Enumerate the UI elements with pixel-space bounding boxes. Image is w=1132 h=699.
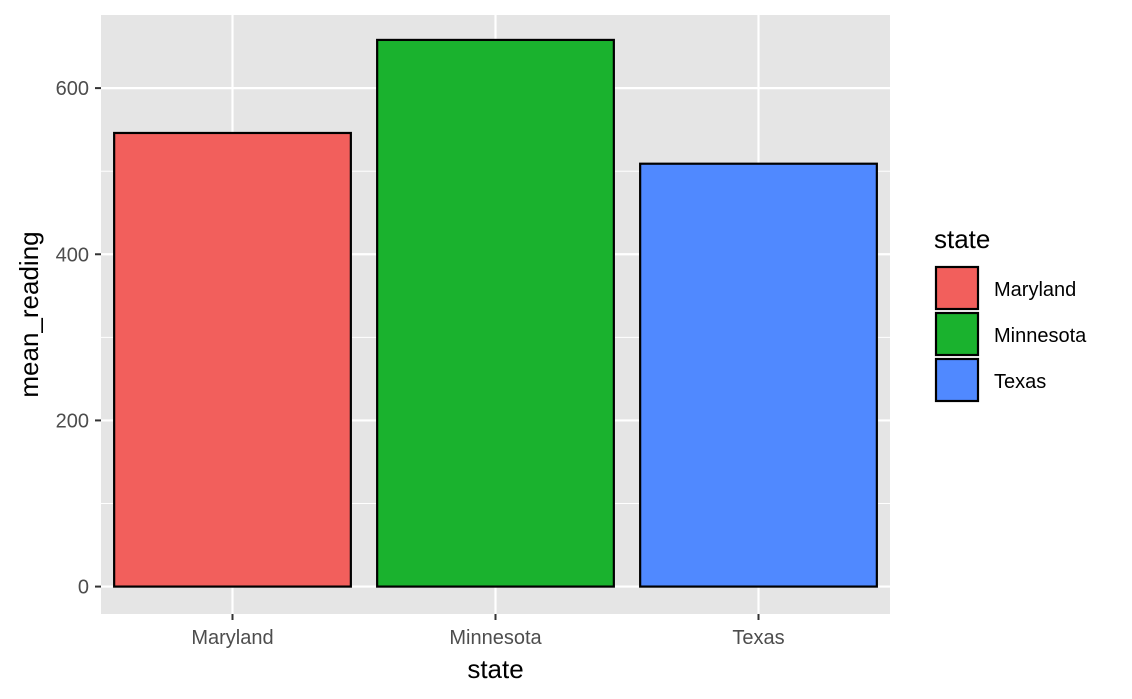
x-tick-label: Maryland [191,627,273,649]
legend: state Maryland Minnesota Texas [934,224,1087,403]
y-axis: 0 200 400 600 [56,78,101,599]
legend-label: Texas [994,371,1046,393]
bar-maryland [113,131,352,588]
y-tick-label: 0 [78,577,89,599]
legend-label: Maryland [994,279,1076,301]
y-tick-label: 200 [56,410,89,432]
y-axis-title: mean_reading [14,231,44,397]
bar-minnesota [376,38,615,588]
legend-title: state [934,224,990,254]
x-tick-label: Minnesota [449,627,542,649]
legend-label: Minnesota [994,325,1087,347]
bars [113,38,878,588]
x-tick-label: Texas [732,627,784,649]
legend-key-maryland [934,265,980,311]
bar-texas [639,162,878,588]
y-tick-label: 600 [56,78,89,100]
y-tick-label: 400 [56,244,89,266]
legend-key-texas [934,357,980,403]
x-axis: Maryland Minnesota Texas [191,614,785,649]
x-axis-title: state [467,654,523,684]
legend-key-minnesota [934,311,980,357]
